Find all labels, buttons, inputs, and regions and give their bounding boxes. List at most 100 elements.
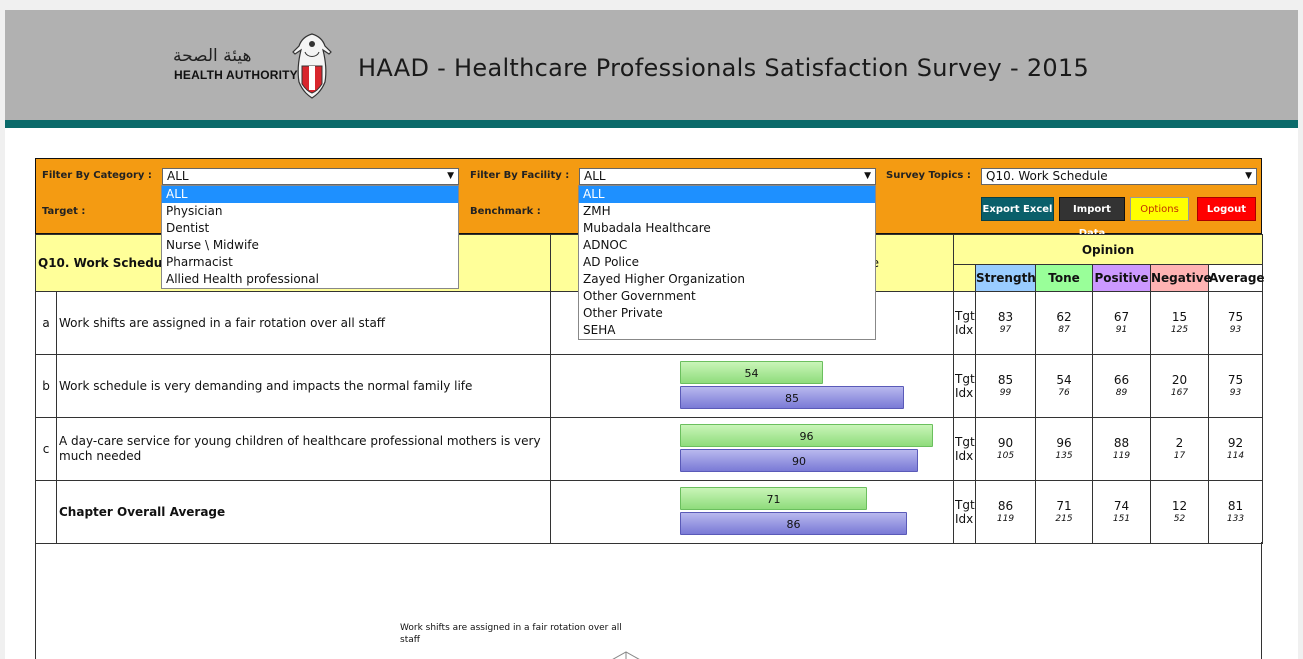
positive-score: 88 119 (1092, 417, 1151, 481)
tgt-value: 20 (1171, 373, 1188, 387)
tgt-value: 75 (1227, 373, 1244, 387)
tgt-value: 66 (1113, 373, 1130, 387)
survey-topics-value: Q10. Work Schedule (986, 169, 1108, 183)
negative-score: 15 125 (1150, 291, 1209, 355)
facility-select[interactable]: ALL ▼ (579, 168, 876, 185)
page: هيئة الصحة HEALTH AUTHORITY HAAD - Healt… (5, 10, 1298, 659)
facility-option[interactable]: Other Government (583, 289, 696, 303)
survey-topics-select[interactable]: Q10. Work Schedule ▼ (981, 168, 1257, 185)
bar-cell: 71 86 (550, 480, 954, 544)
row-letter: c (35, 417, 57, 481)
average-score: 92 114 (1207, 417, 1264, 481)
tgt-value: 15 (1171, 310, 1188, 324)
survey-topics-label: Survey Topics : (886, 170, 971, 181)
row-letter: a (35, 291, 57, 355)
opinion-header: Opinion (952, 234, 1264, 265)
tgt-value: 74 (1113, 499, 1130, 513)
tgt-value: 67 (1113, 310, 1130, 324)
idx-value: 114 (1226, 451, 1245, 461)
category-option[interactable]: ALL (162, 186, 458, 203)
dropdown-arrow-icon: ▼ (1245, 171, 1252, 181)
idx-value: 105 (996, 451, 1015, 461)
tgt-value: 83 (997, 310, 1014, 324)
negative-score: 12 52 (1150, 480, 1209, 544)
row-letter: b (35, 354, 57, 418)
tgt-value: 88 (1113, 436, 1130, 450)
facility-option[interactable]: ALL (579, 186, 875, 203)
row-letter (35, 480, 57, 544)
facility-filter-label: Filter By Facility : (470, 170, 570, 181)
tgt-value: 54 (1056, 373, 1072, 387)
category-dropdown-list: ALL Physician Dentist Nurse \ Midwife Pharma… (161, 185, 459, 289)
idx-value: 215 (1055, 514, 1073, 524)
negative-score: 20 167 (1150, 354, 1209, 418)
tone-score: 71 215 (1035, 480, 1093, 544)
idx-value: 167 (1170, 388, 1189, 398)
positive-score: 74 151 (1092, 480, 1151, 544)
idx-value: 119 (1112, 451, 1131, 461)
category-option[interactable]: Pharmacist (166, 255, 233, 269)
strength-column-header: Strength (975, 264, 1036, 292)
question-text: Work shifts are assigned in a fair rotat… (56, 291, 551, 355)
idx-label: Idx (955, 512, 974, 526)
question-text: Chapter Overall Average (56, 480, 551, 544)
logo-arabic-text: هيئة الصحة (173, 46, 252, 66)
logout-button[interactable]: Logout (1197, 197, 1256, 221)
average-score: 75 93 (1207, 291, 1264, 355)
tgt-value: 90 (997, 436, 1014, 450)
question-text: Work schedule is very demanding and impa… (56, 354, 551, 418)
tgt-value: 86 (997, 499, 1014, 513)
idx-value: 135 (1055, 451, 1073, 461)
category-option[interactable]: Allied Health professional (166, 272, 319, 286)
facility-option[interactable]: ZMH (583, 204, 611, 218)
category-option[interactable]: Nurse \ Midwife (166, 238, 259, 252)
idx-value: 89 (1115, 388, 1128, 398)
strength-bar: 86 (680, 512, 907, 535)
tgt-value: 12 (1171, 499, 1188, 513)
survey-results-table: Q10. Work Schedu e Opinion Strength Tone… (35, 234, 1265, 544)
dropdown-arrow-icon: ▼ (447, 171, 454, 181)
logo-english-text: HEALTH AUTHORITY (174, 68, 298, 82)
category-select-value: ALL (167, 169, 189, 183)
tone-bar: 96 (680, 424, 933, 447)
facility-option[interactable]: AD Police (583, 255, 640, 269)
tone-column-header: Tone (1035, 264, 1093, 292)
tgt-value: 75 (1227, 310, 1244, 324)
facility-option[interactable]: Zayed Higher Organization (583, 272, 745, 286)
import-data-button[interactable]: Import Data (1059, 197, 1125, 239)
tgt-value: 62 (1056, 310, 1072, 324)
idx-label: Idx (955, 323, 974, 337)
idx-value: 76 (1058, 388, 1070, 398)
options-button[interactable]: Options (1130, 197, 1189, 221)
tgt-idx-header (953, 264, 976, 292)
facility-option[interactable]: ADNOC (583, 238, 628, 252)
strength-score: 85 99 (975, 354, 1036, 418)
chart-axis-peak (612, 651, 640, 659)
category-option[interactable]: Dentist (166, 221, 210, 235)
export-excel-button[interactable]: Export Excel (981, 197, 1054, 221)
idx-value: 119 (996, 514, 1015, 524)
tgt-value: 92 (1227, 436, 1244, 450)
average-score: 81 133 (1207, 480, 1264, 544)
tgt-label: Tgt (955, 435, 975, 449)
idx-value: 87 (1058, 325, 1070, 335)
facility-select-value: ALL (584, 169, 606, 183)
facility-option[interactable]: Other Private (583, 306, 663, 320)
question-text: A day-care service for young children of… (56, 417, 551, 481)
average-score: 75 93 (1207, 354, 1264, 418)
tgt-value: 71 (1056, 499, 1072, 513)
category-filter-label: Filter By Category : (42, 170, 152, 181)
category-option[interactable]: Physician (166, 204, 223, 218)
benchmark-label: Benchmark : (470, 206, 541, 217)
facility-option[interactable]: Mubadala Healthcare (583, 221, 711, 235)
tgt-value: 85 (997, 373, 1014, 387)
facility-option[interactable]: SEHA (583, 323, 616, 337)
strength-bar: 85 (680, 386, 904, 409)
idx-value: 93 (1229, 388, 1242, 398)
idx-value: 17 (1173, 451, 1186, 461)
tone-bar: 71 (680, 487, 867, 510)
bar-cell: 96 90 (550, 417, 954, 481)
idx-value: 91 (1115, 325, 1128, 335)
category-select[interactable]: ALL ▼ (162, 168, 459, 185)
tone-score: 96 135 (1035, 417, 1093, 481)
